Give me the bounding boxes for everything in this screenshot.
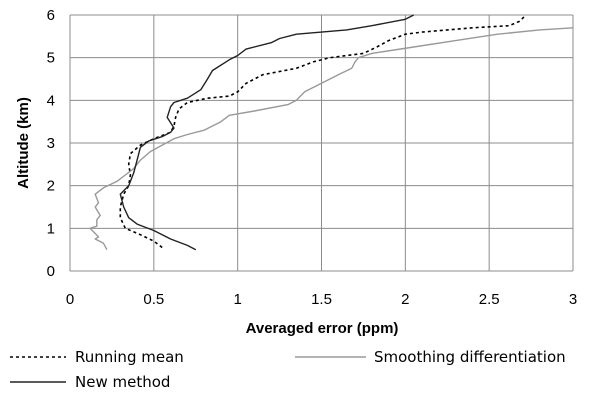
grid-lines (69, 14, 574, 272)
y-tick-label: 3 (47, 135, 55, 152)
y-tick-label: 2 (47, 178, 55, 195)
x-tick-label: 1.5 (311, 291, 332, 308)
legend-label-2: Smoothing differentiation (374, 348, 566, 366)
y-tick-label: 0 (47, 263, 55, 280)
legend-label-1: Running mean (75, 348, 184, 366)
series-line-3 (119, 14, 415, 251)
series-lines (89, 14, 574, 251)
x-tick-labels: 0 0.5 1 1.5 2 2.5 3 (66, 291, 577, 308)
legend-label-3: New method (75, 373, 170, 391)
y-tick-label: 5 (47, 50, 55, 67)
series-line-2 (89, 27, 574, 251)
x-tick-label: 1 (233, 291, 241, 308)
y-tick-label: 4 (47, 92, 55, 109)
legend: Running mean Smoothing differentiation New… (10, 348, 566, 391)
x-axis-title: Averaged error (ppm) (246, 320, 399, 337)
y-tick-labels: 0 1 2 3 4 5 6 (47, 7, 55, 280)
x-tick-label: 2.5 (479, 291, 500, 308)
x-tick-label: 3 (569, 291, 577, 308)
series-line-1 (119, 14, 527, 249)
x-tick-label: 0.5 (143, 291, 164, 308)
x-tick-label: 2 (401, 291, 409, 308)
x-tick-label: 0 (66, 291, 74, 308)
y-tick-label: 1 (47, 220, 55, 237)
y-tick-label: 6 (47, 7, 55, 24)
y-axis-title: Altitude (km) (15, 97, 32, 189)
